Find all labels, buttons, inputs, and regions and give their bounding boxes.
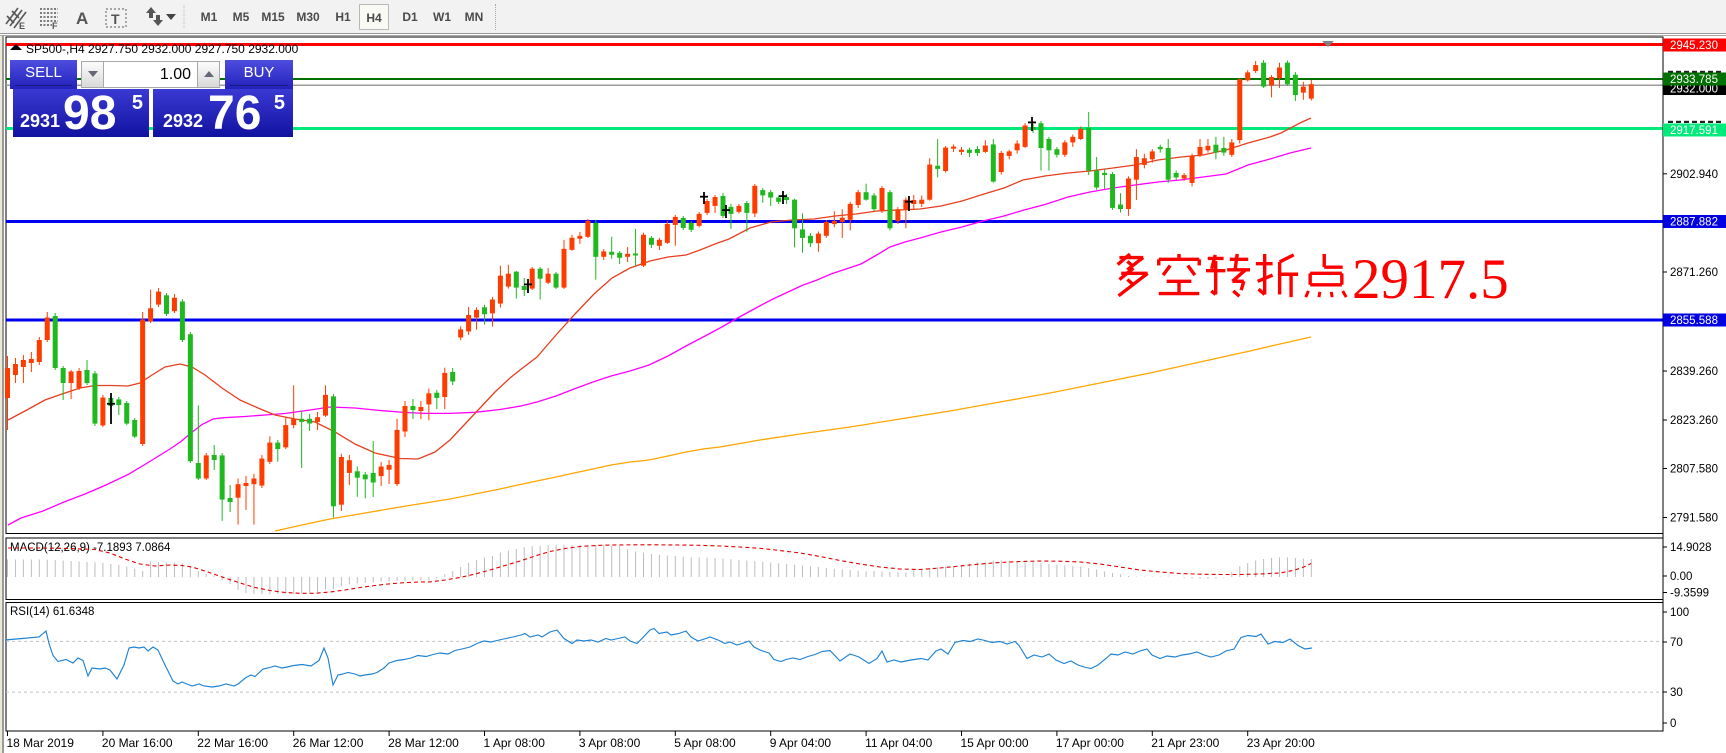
svg-text:15 Apr 00:00: 15 Apr 00:00 <box>961 736 1029 750</box>
svg-text:A: A <box>76 9 88 28</box>
svg-text:F: F <box>52 21 58 31</box>
svg-text:2917.5: 2917.5 <box>1352 248 1509 311</box>
svg-text:28 Mar 12:00: 28 Mar 12:00 <box>388 736 459 750</box>
svg-text:22 Mar 16:00: 22 Mar 16:00 <box>197 736 268 750</box>
svg-text:2855.588: 2855.588 <box>1670 315 1718 327</box>
svg-text:2823.260: 2823.260 <box>1670 415 1718 427</box>
svg-text:SP500-,H4 2927.750 2932.000 2: SP500-,H4 2927.750 2932.000 2927.750 293… <box>26 42 299 56</box>
svg-text:14.9028: 14.9028 <box>1670 542 1712 554</box>
svg-text:2917.591: 2917.591 <box>1670 125 1718 137</box>
svg-text:MACD(12,26,9) -7.1893 7.0864: MACD(12,26,9) -7.1893 7.0864 <box>10 542 171 554</box>
svg-text:26 Mar 12:00: 26 Mar 12:00 <box>293 736 364 750</box>
svg-text:70: 70 <box>1670 637 1683 649</box>
svg-text:20 Mar 16:00: 20 Mar 16:00 <box>102 736 173 750</box>
svg-text:2902.940: 2902.940 <box>1670 169 1718 181</box>
svg-text:2791.580: 2791.580 <box>1670 513 1718 525</box>
svg-text:5 Apr 08:00: 5 Apr 08:00 <box>674 736 736 750</box>
svg-text:100: 100 <box>1670 607 1689 619</box>
svg-text:2871.260: 2871.260 <box>1670 267 1718 279</box>
svg-text:9 Apr 04:00: 9 Apr 04:00 <box>770 736 832 750</box>
svg-text:2932.000: 2932.000 <box>1670 84 1718 96</box>
svg-text:2839.260: 2839.260 <box>1670 366 1718 378</box>
svg-text:RSI(14) 61.6348: RSI(14) 61.6348 <box>10 606 94 618</box>
svg-text:T: T <box>111 11 120 27</box>
svg-text:2887.882: 2887.882 <box>1670 217 1718 229</box>
svg-text:17 Apr 00:00: 17 Apr 00:00 <box>1056 736 1124 750</box>
svg-text:-9.3599: -9.3599 <box>1670 588 1709 600</box>
svg-text:2945.230: 2945.230 <box>1670 40 1718 52</box>
svg-text:11 Apr 04:00: 11 Apr 04:00 <box>865 736 932 750</box>
svg-text:0: 0 <box>1670 718 1676 730</box>
svg-text:18 Mar 2019: 18 Mar 2019 <box>7 736 75 750</box>
svg-text:21 Apr 23:00: 21 Apr 23:00 <box>1151 736 1219 750</box>
svg-text:2933.785: 2933.785 <box>1670 74 1718 86</box>
svg-text:3 Apr 08:00: 3 Apr 08:00 <box>579 736 641 750</box>
svg-text:E: E <box>19 21 25 31</box>
svg-text:0.00: 0.00 <box>1670 571 1692 583</box>
svg-text:1 Apr 08:00: 1 Apr 08:00 <box>484 736 546 750</box>
svg-text:30: 30 <box>1670 687 1683 699</box>
svg-text:23 Apr 20:00: 23 Apr 20:00 <box>1247 736 1315 750</box>
svg-text:2807.580: 2807.580 <box>1670 464 1718 476</box>
